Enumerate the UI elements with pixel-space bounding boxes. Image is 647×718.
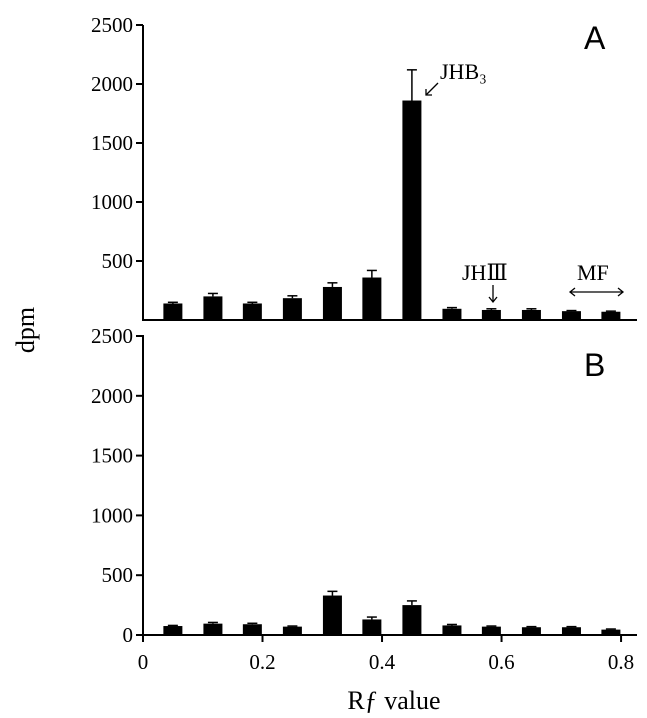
bar	[442, 625, 462, 635]
bar	[601, 629, 621, 635]
panel-a-y-ticks: 500 1000 1500 2000 2500	[91, 13, 143, 273]
x-axis-title: Rƒ value	[347, 686, 440, 715]
bar	[601, 311, 621, 320]
y-tick-label: 500	[102, 563, 134, 587]
bar	[242, 624, 262, 635]
y-tick-label: 0	[123, 623, 134, 647]
axes-b	[142, 335, 637, 636]
bar	[322, 595, 342, 635]
jhiii-arrow-head	[488, 296, 498, 304]
bar	[521, 309, 541, 320]
panel-b-y-ticks: 0 500 1000 1500 2000 2500	[91, 324, 143, 647]
bar	[362, 619, 382, 635]
y-tick-label: 2000	[91, 384, 133, 408]
bar	[402, 100, 422, 321]
bar	[561, 311, 581, 320]
annotation-jhb3: JHB₃	[425, 59, 487, 96]
panel-a-letter: A	[584, 20, 606, 56]
bar	[203, 623, 223, 635]
x-tick-label: 0	[138, 650, 149, 674]
y-tick-label: 2500	[91, 324, 133, 348]
panel-a-bars	[163, 69, 621, 321]
bar	[203, 296, 223, 320]
jhb3-arrow-head	[425, 89, 432, 96]
bar	[163, 626, 183, 635]
bar	[402, 605, 422, 635]
bar	[481, 309, 501, 320]
x-tick-label: 0.8	[608, 650, 634, 674]
jhb3-arrow-shaft	[425, 82, 439, 96]
annotation-jhb3-label: JHB₃	[440, 59, 487, 84]
x-tick-label: 0.6	[488, 650, 514, 674]
panel-b-letter: B	[584, 347, 605, 383]
bar	[282, 626, 302, 635]
bar	[163, 303, 183, 320]
annotation-mf-label: MF	[577, 260, 609, 285]
bar	[521, 627, 541, 635]
mf-arrow-head-right	[617, 287, 625, 297]
bar	[282, 298, 302, 320]
bar	[322, 286, 342, 320]
annotation-jhiii-label: JHⅢ	[462, 260, 508, 285]
y-tick-label: 2500	[91, 13, 133, 37]
y-tick-label: 1500	[91, 131, 133, 155]
y-tick-label: 1000	[91, 190, 133, 214]
y-tick-label: 1000	[91, 503, 133, 527]
bar	[481, 626, 501, 635]
axes-a	[142, 25, 637, 321]
y-axis-title: dpm	[11, 307, 40, 353]
panel-b-x-ticks: 0 0.2 0.4 0.6 0.8	[138, 635, 634, 674]
bar	[442, 308, 462, 320]
y-tick-label: 500	[102, 249, 134, 273]
mf-arrow-head-left	[568, 287, 576, 297]
x-tick-label: 0.4	[369, 650, 396, 674]
y-tick-label: 1500	[91, 444, 133, 468]
bar	[561, 627, 581, 635]
bar	[362, 277, 382, 320]
annotation-mf: MF	[568, 260, 625, 297]
y-tick-label: 2000	[91, 72, 133, 96]
x-tick-label: 0.2	[249, 650, 275, 674]
annotation-jhiii: JHⅢ	[462, 260, 508, 304]
panel-b-bars	[163, 590, 621, 635]
bar	[242, 303, 262, 320]
